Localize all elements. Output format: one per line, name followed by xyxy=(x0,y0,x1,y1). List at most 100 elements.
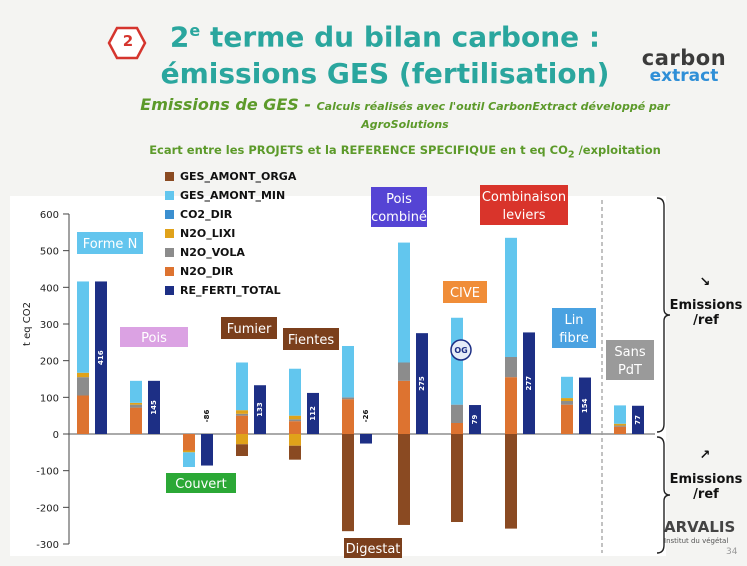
legend-item: N2O_LIXI xyxy=(165,224,296,243)
y-tick-label: -300 xyxy=(36,540,59,551)
brace-bottom xyxy=(656,436,671,554)
category-label: fibre xyxy=(559,331,589,346)
bar-segment xyxy=(183,434,195,451)
legend-swatch xyxy=(165,267,174,276)
bar-segment xyxy=(289,419,301,422)
bar-segment xyxy=(77,372,89,378)
bar-segment xyxy=(505,434,517,529)
bar-segment xyxy=(342,345,354,398)
legend-label: CO2_DIR xyxy=(180,208,233,221)
bar-segment xyxy=(289,415,301,420)
category-label: Digestat xyxy=(346,542,401,557)
legend-swatch xyxy=(165,210,174,219)
legend-swatch xyxy=(165,172,174,181)
category-label-box xyxy=(77,232,143,254)
total-value-label: 145 xyxy=(150,400,158,415)
total-value-label: 275 xyxy=(418,376,426,391)
bar-segment xyxy=(561,376,573,399)
total-bar xyxy=(360,434,372,444)
bar-segment xyxy=(614,423,626,426)
bar-segment xyxy=(236,415,248,434)
y-tick-label: 200 xyxy=(40,357,59,368)
category-label-box xyxy=(221,317,277,339)
total-bar xyxy=(523,332,535,434)
total-bar xyxy=(632,405,644,434)
total-value-label: 154 xyxy=(581,398,589,413)
category-label: Forme N xyxy=(83,237,138,252)
bar-segment xyxy=(342,434,354,532)
total-bar xyxy=(579,377,591,434)
total-bar xyxy=(416,333,428,434)
category-label-box xyxy=(166,473,236,493)
total-value-label: -86 xyxy=(203,410,211,423)
y-tick-label: 400 xyxy=(40,283,59,294)
bar-segment xyxy=(130,407,142,434)
legend-item: N2O_DIR xyxy=(165,262,296,281)
bar-segment xyxy=(236,434,248,445)
category-label: Combinaison xyxy=(482,190,566,205)
brace-top-label: Emissions/ref xyxy=(669,298,743,328)
legend-item: RE_FERTI_TOTAL xyxy=(165,281,296,300)
bar-segment xyxy=(236,362,248,411)
bar-segment xyxy=(614,405,626,424)
category-label: leviers xyxy=(502,208,545,223)
category-label: Fientes xyxy=(288,333,334,348)
arvalis-subtitle: Institut du végétal xyxy=(664,537,729,545)
legend-swatch xyxy=(165,229,174,238)
bar-segment xyxy=(614,425,626,427)
arvalis-logo: ARVALIS xyxy=(664,518,736,536)
category-label-box xyxy=(480,185,568,225)
category-label: CIVE xyxy=(450,286,480,301)
legend-label: N2O_DIR xyxy=(180,265,234,278)
legend-swatch xyxy=(165,191,174,200)
category-label: Pois xyxy=(386,192,412,207)
category-label: PdT xyxy=(618,363,642,378)
chart-area xyxy=(10,196,666,556)
hexagon-badge-icon xyxy=(107,26,147,60)
bar-segment xyxy=(77,395,89,434)
y-tick-label: 100 xyxy=(40,393,59,404)
bar-segment xyxy=(398,434,410,525)
category-label: Pois xyxy=(141,331,167,346)
legend-swatch xyxy=(165,248,174,257)
bar-segment xyxy=(398,380,410,434)
legend-swatch xyxy=(165,286,174,295)
category-label: combiné xyxy=(371,210,427,225)
total-bar xyxy=(201,434,213,466)
arrow-down-right-icon: ↘ xyxy=(699,275,711,290)
total-bar xyxy=(95,281,107,434)
total-bar xyxy=(307,392,319,434)
bar-segment xyxy=(289,445,301,460)
total-bar xyxy=(148,380,160,434)
bar-segment xyxy=(561,404,573,434)
category-label-box xyxy=(344,538,402,558)
legend-item: GES_AMONT_ORGA xyxy=(165,167,296,186)
category-label-box xyxy=(443,281,487,303)
total-value-label: 112 xyxy=(309,406,317,421)
legend-label: RE_FERTI_TOTAL xyxy=(180,284,281,297)
bar-segment xyxy=(342,399,354,434)
y-tick-label: -200 xyxy=(36,503,59,514)
total-bar xyxy=(469,405,481,434)
category-label-box xyxy=(371,187,427,227)
bar-segment xyxy=(505,377,517,434)
y-tick-label: -100 xyxy=(36,467,59,478)
bar-segment xyxy=(130,402,142,405)
total-value-label: 77 xyxy=(634,415,642,425)
bar-segment xyxy=(398,362,410,381)
category-label: Couvert xyxy=(175,477,226,492)
bar-segment xyxy=(451,422,463,434)
bar-segment xyxy=(505,356,517,378)
bar-segment xyxy=(342,397,354,400)
brace-bottom-label: Emissions/ref xyxy=(669,472,743,502)
arrow-up-right-icon: ↗ xyxy=(699,448,711,463)
legend-label: GES_AMONT_MIN xyxy=(180,189,286,202)
og-marker-label: OG xyxy=(454,346,467,355)
legend-item: N2O_VOLA xyxy=(165,243,296,262)
subtitle-units: Ecart entre les PROJETS et la REFERENCE … xyxy=(149,143,661,161)
category-label-box xyxy=(283,328,339,350)
page-number: 34 xyxy=(726,547,738,557)
legend-item: GES_AMONT_MIN xyxy=(165,186,296,205)
bar-segment xyxy=(236,413,248,416)
